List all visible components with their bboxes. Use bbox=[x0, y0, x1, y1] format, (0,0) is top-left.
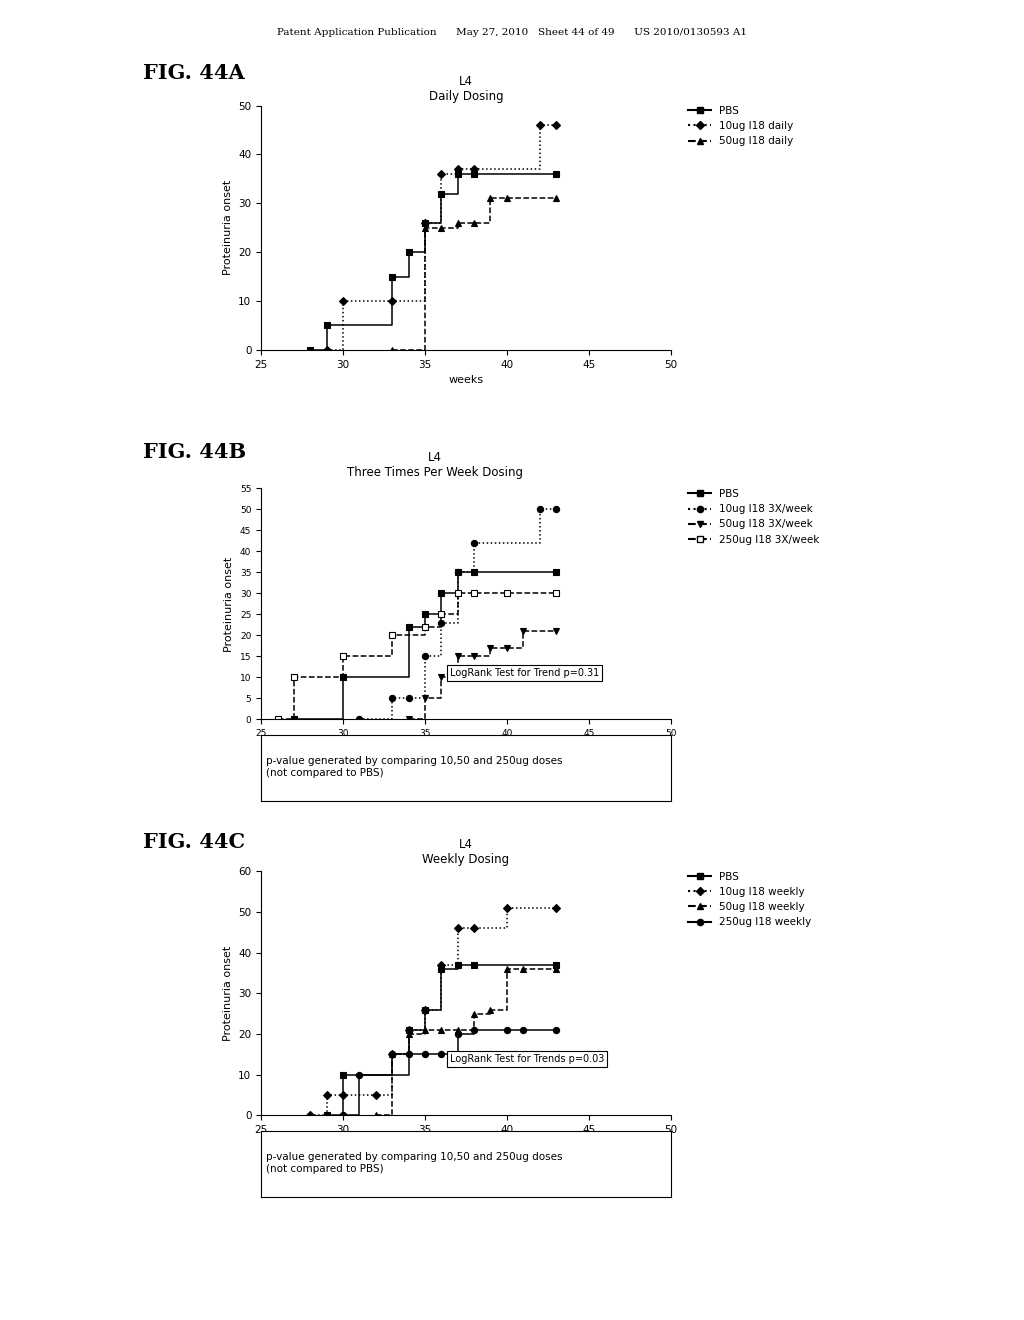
Text: LogRank Test for Trends p=0.03: LogRank Test for Trends p=0.03 bbox=[450, 1055, 604, 1064]
Text: L4
Daily Dosing: L4 Daily Dosing bbox=[429, 75, 503, 103]
Text: L4
Three Times Per Week Dosing: L4 Three Times Per Week Dosing bbox=[347, 451, 523, 479]
Text: p-value generated by comparing 10,50 and 250ug doses
(not compared to PBS): p-value generated by comparing 10,50 and… bbox=[266, 1152, 562, 1173]
Legend: PBS, 10ug I18 weekly, 50ug I18 weekly, 250ug I18 weekly: PBS, 10ug I18 weekly, 50ug I18 weekly, 2… bbox=[688, 871, 812, 927]
Text: FIG. 44C: FIG. 44C bbox=[143, 832, 246, 851]
Y-axis label: Proteinuria onset: Proteinuria onset bbox=[224, 556, 234, 652]
X-axis label: weeks: weeks bbox=[449, 375, 483, 385]
X-axis label: weeks: weeks bbox=[449, 743, 483, 754]
Text: LogRank Test for Trend p=0.31: LogRank Test for Trend p=0.31 bbox=[450, 668, 599, 678]
Text: p-value generated by comparing 10,50 and 250ug doses
(not compared to PBS): p-value generated by comparing 10,50 and… bbox=[266, 756, 562, 777]
Text: Patent Application Publication      May 27, 2010   Sheet 44 of 49      US 2010/0: Patent Application Publication May 27, 2… bbox=[278, 28, 746, 37]
Legend: PBS, 10ug I18 3X/week, 50ug I18 3X/week, 250ug I18 3X/week: PBS, 10ug I18 3X/week, 50ug I18 3X/week,… bbox=[688, 488, 820, 545]
Text: FIG. 44B: FIG. 44B bbox=[143, 442, 247, 462]
Text: L4
Weekly Dosing: L4 Weekly Dosing bbox=[422, 838, 510, 866]
X-axis label: weeks: weeks bbox=[449, 1140, 483, 1151]
Y-axis label: Proteinuria onset: Proteinuria onset bbox=[222, 180, 232, 276]
Y-axis label: Proteinuria onset: Proteinuria onset bbox=[222, 945, 232, 1041]
Legend: PBS, 10ug I18 daily, 50ug I18 daily: PBS, 10ug I18 daily, 50ug I18 daily bbox=[688, 106, 794, 147]
Text: FIG. 44A: FIG. 44A bbox=[143, 63, 245, 83]
